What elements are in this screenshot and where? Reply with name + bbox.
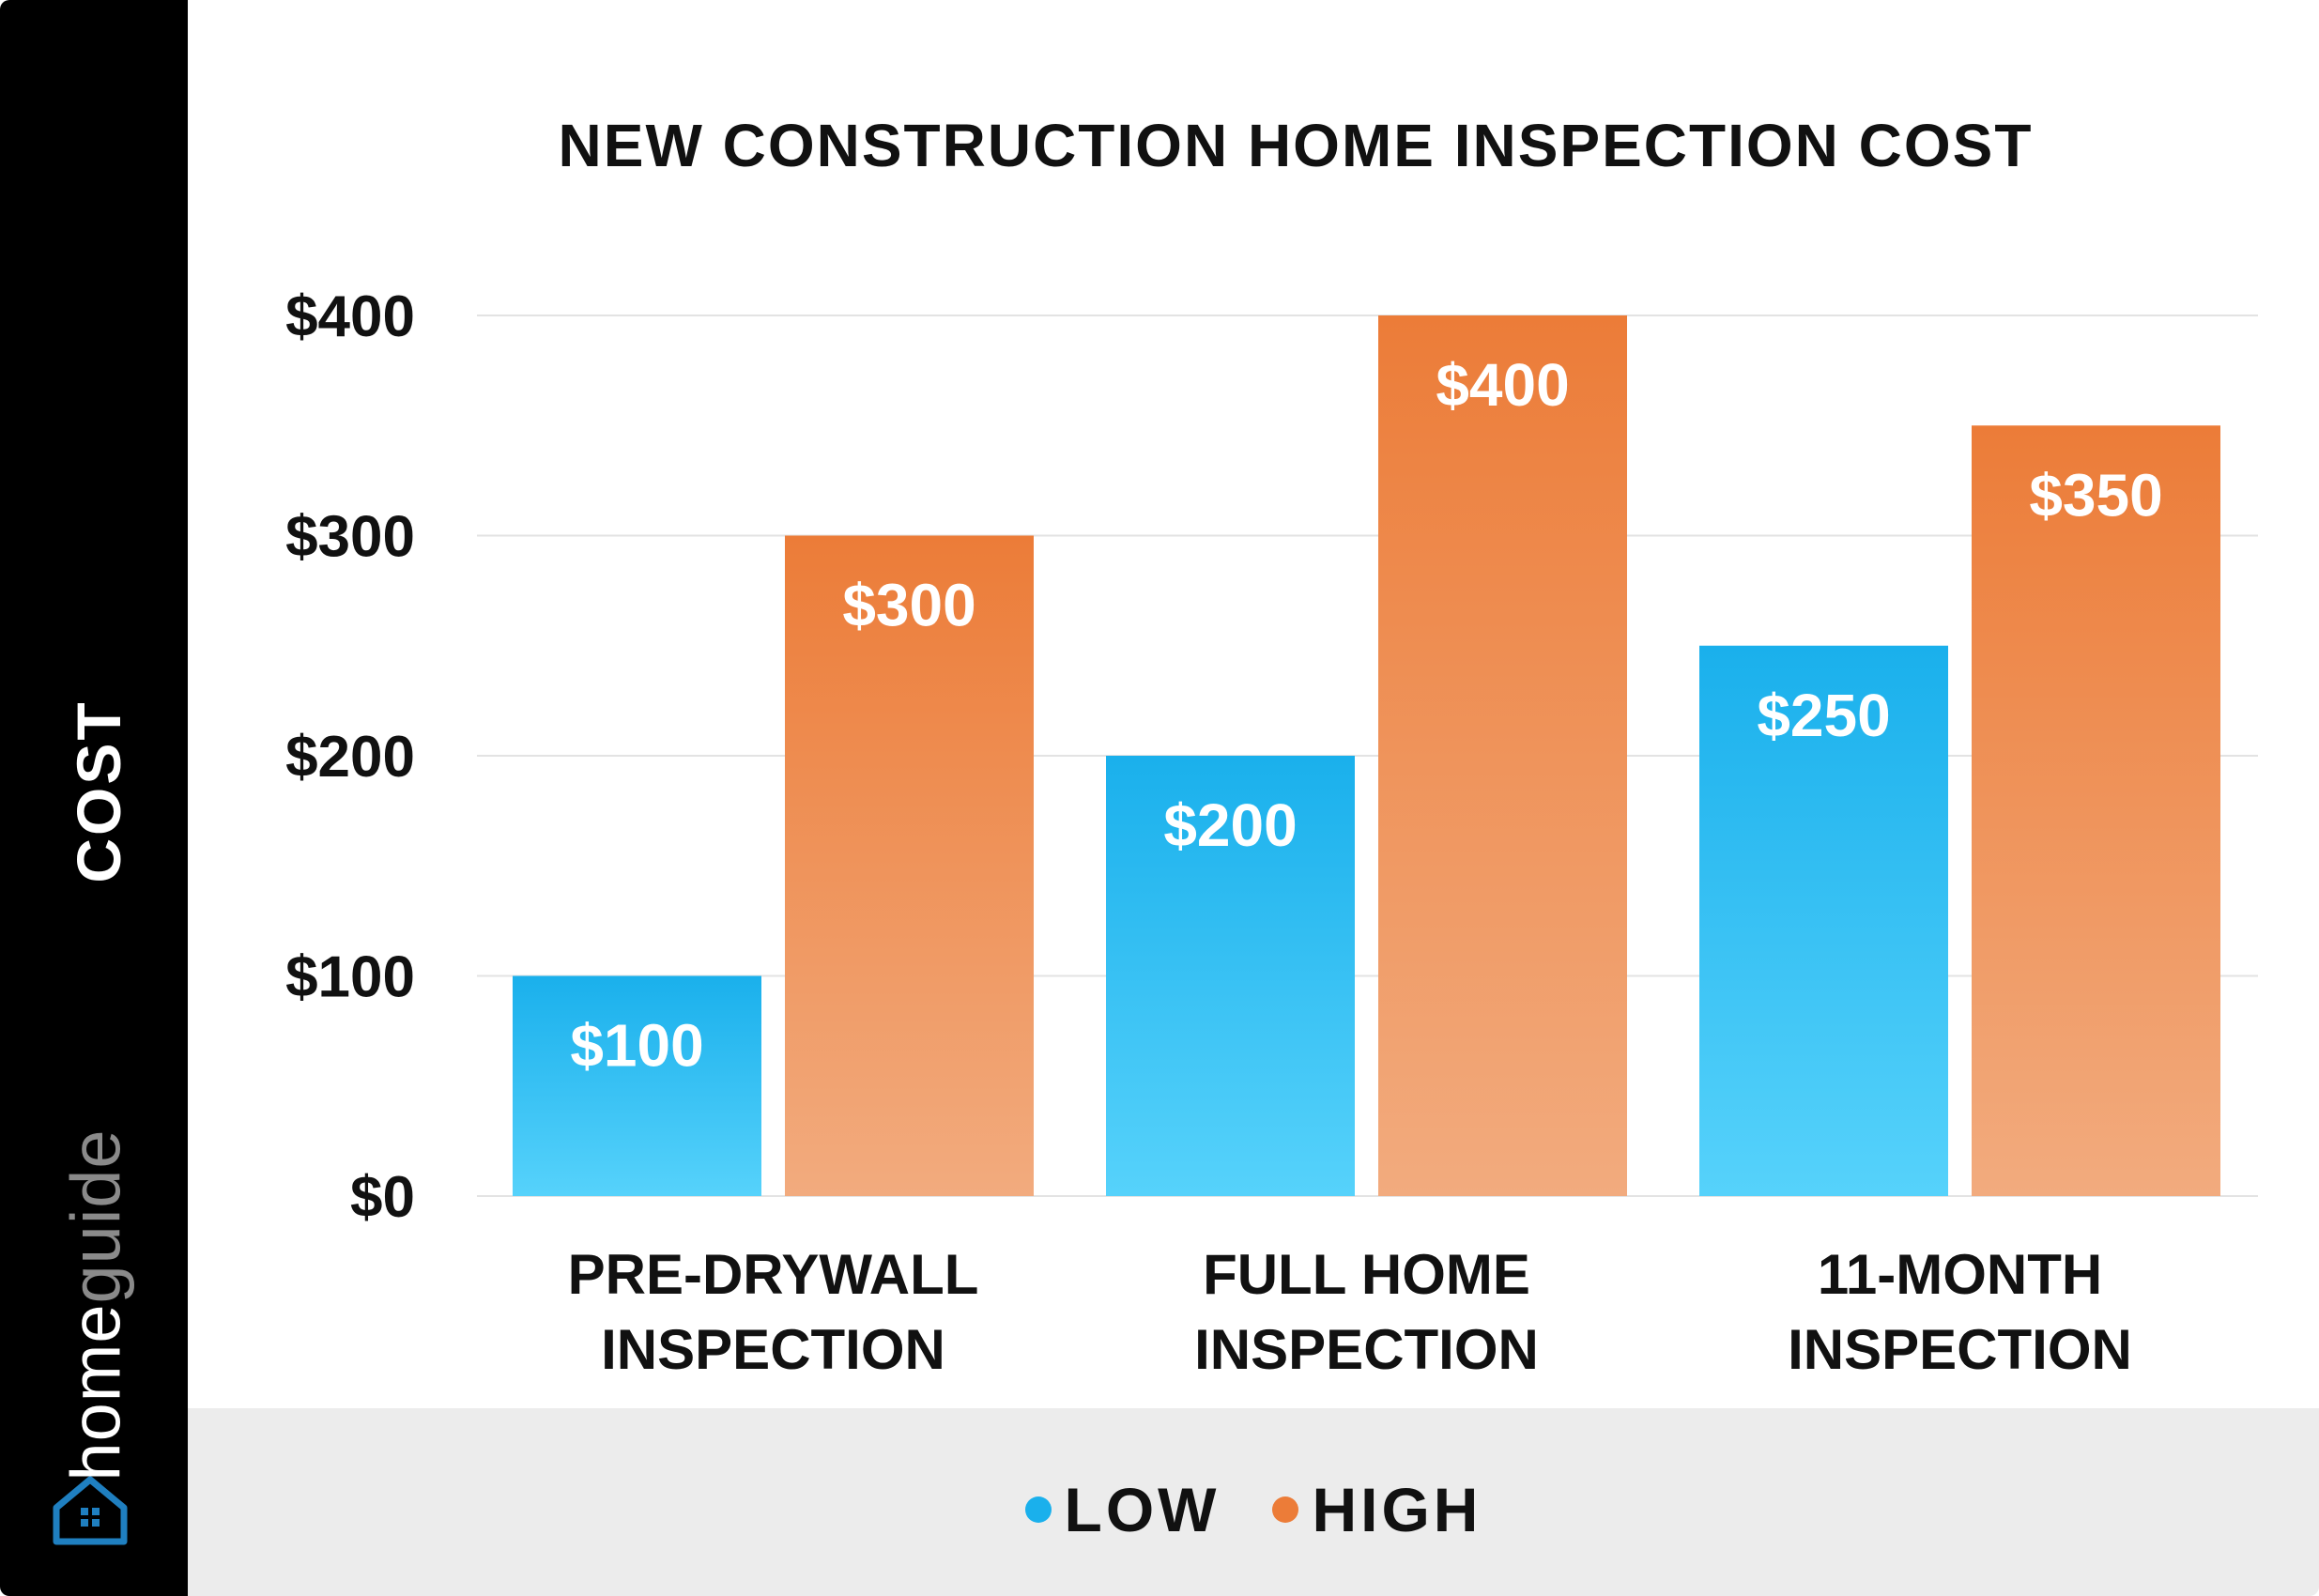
bar-value-label: $300 xyxy=(842,572,975,639)
y-tick-label: $100 xyxy=(285,945,415,1010)
y-tick-label: $0 xyxy=(350,1165,415,1230)
legend-label: LOW xyxy=(1064,1475,1221,1544)
x-tick-label: PRE-DRYWALL INSPECTION xyxy=(568,1243,979,1381)
legend-item-low: LOW xyxy=(1024,1474,1221,1545)
bar-low xyxy=(1699,645,1948,1196)
legend-label: HIGH xyxy=(1312,1475,1482,1544)
y-tick-label: $200 xyxy=(285,725,415,790)
bar-value-label: $250 xyxy=(1757,682,1890,749)
bar-low xyxy=(1106,756,1355,1196)
bar-chart: $0 $100 $200 $300 $400 $100 $300 PRE-DRYWALL INS… xyxy=(285,284,2258,1381)
legend-item-high: HIGH xyxy=(1272,1474,1482,1545)
y-tick-label: $400 xyxy=(285,284,415,349)
legend-band: LOW HIGH xyxy=(188,1408,2319,1596)
sidebar: COST homeguide xyxy=(0,0,188,1596)
x-tick-label: FULL HOME INSPECTION xyxy=(1194,1243,1539,1381)
chart-title: NEW CONSTRUCTION HOME INSPECTION COST xyxy=(558,112,2034,179)
y-tick-label: $300 xyxy=(285,505,415,570)
bar-high xyxy=(1378,315,1627,1196)
house-icon xyxy=(53,1476,128,1545)
bar-high xyxy=(1972,425,2220,1196)
x-tick-label: 11-MONTH INSPECTION xyxy=(1788,1243,2132,1381)
bar-value-label: $350 xyxy=(2029,461,2162,529)
legend-swatch xyxy=(1024,1496,1052,1523)
legend: LOW HIGH xyxy=(188,1474,2319,1545)
bar-value-label: $400 xyxy=(1436,351,1569,419)
bar-value-label: $200 xyxy=(1163,791,1297,859)
bar-high xyxy=(785,535,1034,1196)
bar-value-label: $100 xyxy=(570,1012,703,1080)
legend-swatch xyxy=(1272,1496,1299,1523)
bar-low xyxy=(513,975,761,1196)
